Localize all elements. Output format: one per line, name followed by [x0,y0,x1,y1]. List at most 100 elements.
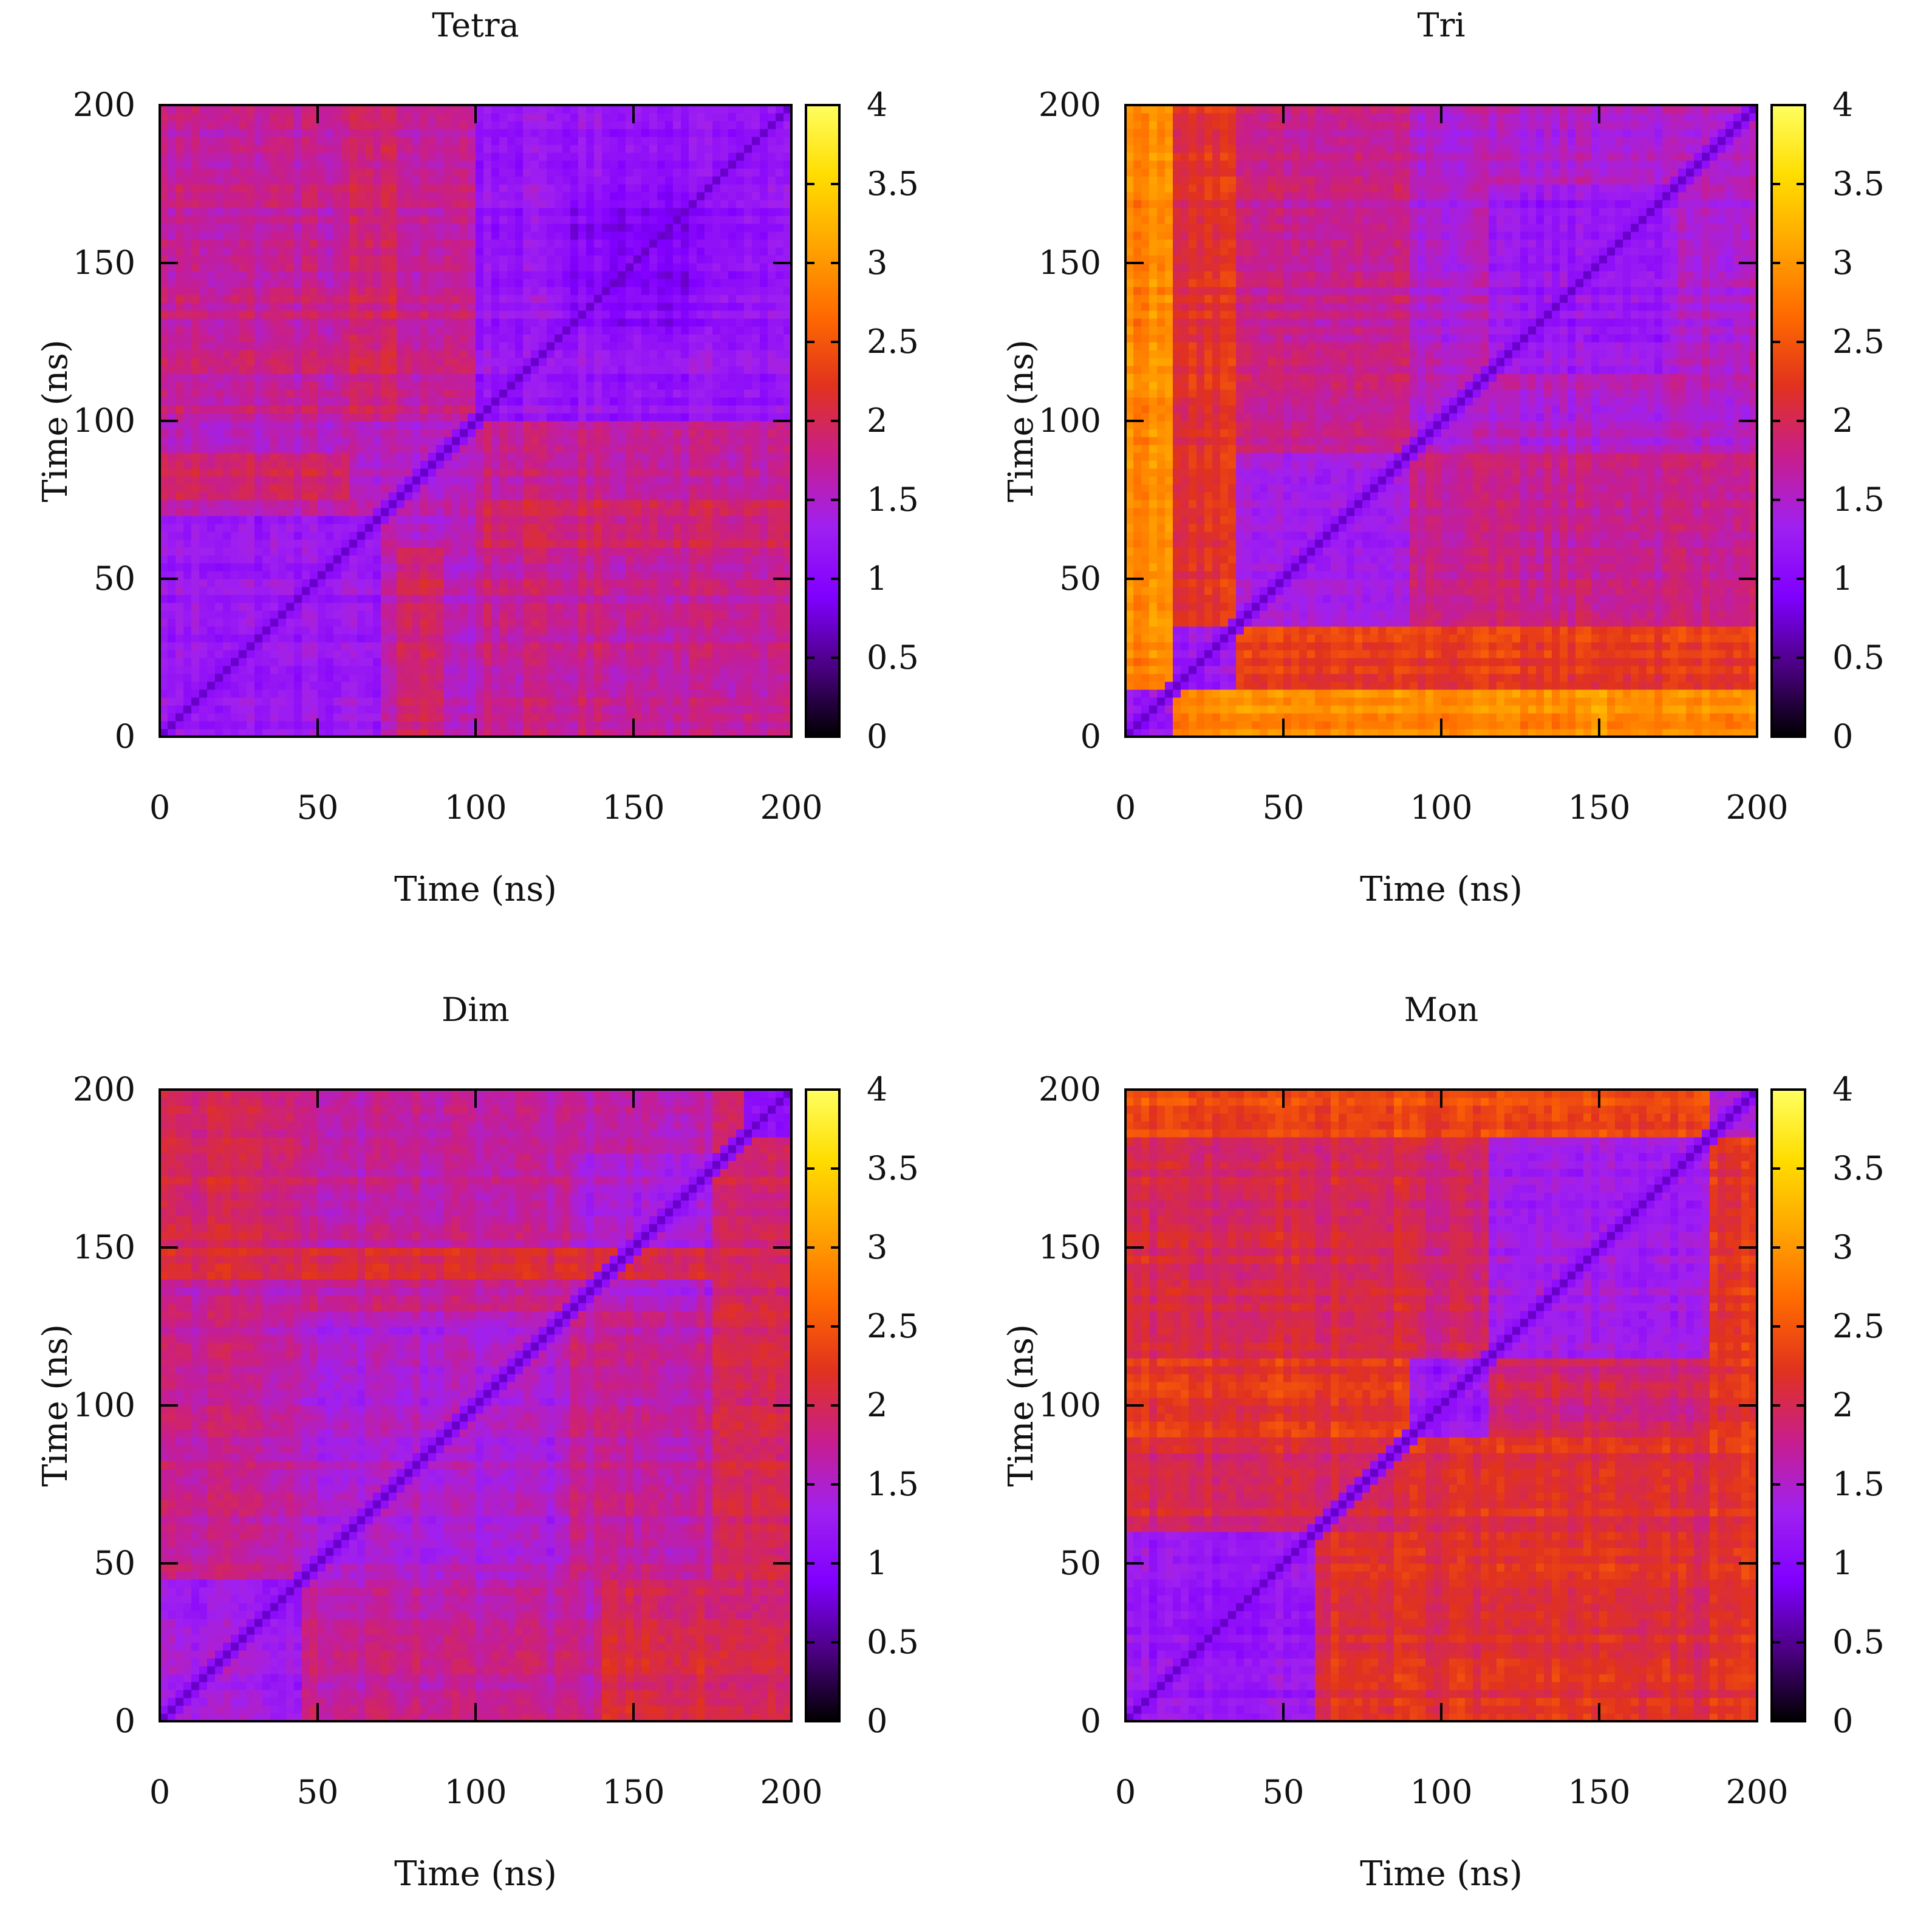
heatmap-cell [594,642,602,650]
heatmap-cell [499,555,508,564]
heatmap-cell [499,216,508,224]
heatmap-cell [539,634,547,643]
heatmap-cell [278,705,287,714]
heatmap-cell [349,460,358,469]
heatmap-cell [404,318,413,327]
heatmap-cell [507,160,516,169]
heatmap-cell [491,200,500,208]
heatmap-cell [578,595,587,603]
heatmap-cell [310,595,318,603]
heatmap-cell [491,216,500,224]
heatmap-cell [183,460,192,469]
heatmap-cell [602,145,610,153]
heatmap-cell [444,650,452,658]
heatmap-cell [318,729,326,737]
heatmap-cell [562,374,571,382]
heatmap-cell [420,302,429,311]
heatmap-cell [318,437,326,445]
heatmap-cell [476,555,484,564]
heatmap-cell [397,610,405,619]
heatmap-cell [215,113,224,121]
heatmap-cell [397,468,405,477]
heatmap-cell [555,674,563,682]
heatmap-cell [610,579,618,587]
heatmap-cell [436,437,445,445]
heatmap-cell [412,160,421,169]
heatmap-cell [254,239,263,248]
heatmap-cell [333,184,342,193]
heatmap-cell [381,381,389,390]
heatmap-cell [183,192,192,200]
heatmap-cell [333,381,342,390]
heatmap-cell [641,539,650,548]
heatmap-cell [318,208,326,216]
heatmap-cell [160,539,168,548]
heatmap-cell [460,618,468,627]
heatmap-cell [168,587,176,595]
heatmap-cell [452,610,460,619]
heatmap-cell [286,421,295,429]
heatmap-cell [547,334,555,343]
heatmap-cell [476,571,484,579]
heatmap-cell [404,279,413,287]
heatmap-cell [626,224,634,232]
heatmap-cell [468,445,476,453]
heatmap-cell [412,405,421,414]
heatmap-cell [444,579,452,587]
heatmap-cell [499,176,508,185]
heatmap-cell [444,681,452,690]
heatmap-cell [633,445,642,453]
heatmap-cell [207,531,216,540]
heatmap-cell [460,176,468,185]
heatmap-cell [341,452,350,461]
heatmap-cell [594,618,602,627]
heatmap-cell [523,642,531,650]
heatmap-cell [626,674,634,682]
heatmap-cell [278,113,287,121]
heatmap-cell [397,137,405,145]
heatmap-cell [531,531,539,540]
heatmap-cell [641,697,650,706]
heatmap-cell [199,437,208,445]
heatmap-cell [626,595,634,603]
heatmap-cell [594,500,602,508]
heatmap-cell [444,200,452,208]
heatmap-cell [302,579,310,587]
heatmap-cell [547,200,555,208]
heatmap-cell [507,413,516,422]
heatmap-cell [357,389,366,398]
heatmap-cell [610,555,618,564]
heatmap-cell [412,239,421,248]
heatmap-cell [404,492,413,500]
heatmap-cell [270,571,279,579]
heatmap-cell [578,326,587,335]
heatmap-cell [183,658,192,666]
heatmap-cell [420,176,429,185]
heatmap-cell [570,729,579,737]
heatmap-cell [215,342,224,350]
heatmap-cell [649,476,658,485]
heatmap-cell [262,381,271,390]
heatmap-cell [499,342,508,350]
heatmap-cell [381,713,389,722]
heatmap-cell [618,200,626,208]
heatmap-cell [476,255,484,264]
heatmap-cell [641,413,650,422]
heatmap-cell [578,468,587,477]
heatmap-cell [239,224,247,232]
heatmap-cell [610,200,618,208]
heatmap-cell [176,192,184,200]
heatmap-cell [310,137,318,145]
heatmap-cell [420,145,429,153]
heatmap-cell [207,500,216,508]
heatmap-cell [460,492,468,500]
heatmap-cell [507,484,516,493]
heatmap-cell [286,555,295,564]
heatmap-cell [247,705,255,714]
heatmap-cell [326,160,334,169]
heatmap-cell [278,239,287,248]
heatmap-cell [199,334,208,343]
heatmap-cell [468,650,476,658]
heatmap-cell [215,445,224,453]
heatmap-cell [547,381,555,390]
